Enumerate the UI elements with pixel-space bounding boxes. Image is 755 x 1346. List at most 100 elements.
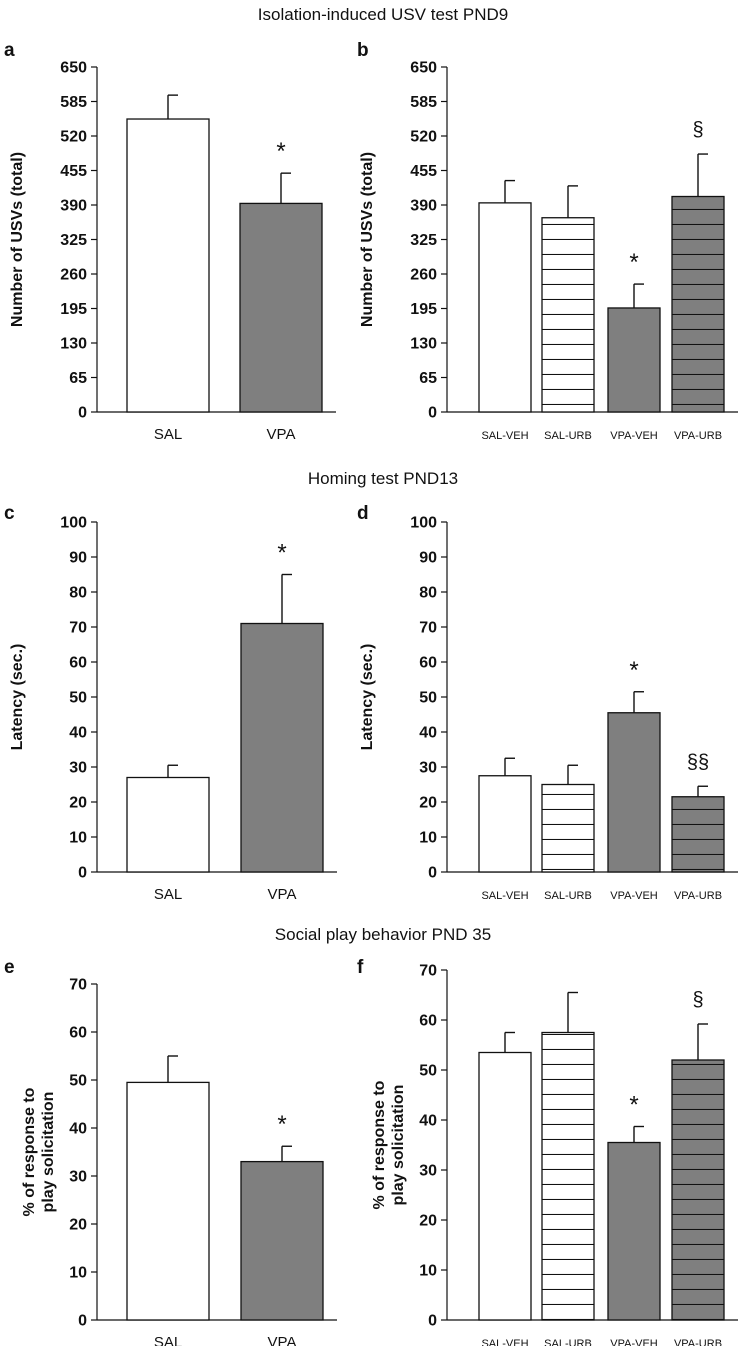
y-tick-label: 70: [419, 620, 437, 637]
y-axis-label-line: % of response to: [371, 1080, 388, 1209]
bar-sal-urb: [541, 1031, 595, 1321]
y-tick-label: 65: [69, 370, 87, 387]
bar-vpa-urb: [671, 1059, 725, 1321]
y-tick-label: 80: [419, 585, 437, 602]
y-tick-label: 40: [69, 725, 87, 742]
x-category-label: VPA-URB: [674, 1338, 722, 1346]
bar-vpa-urb: [671, 195, 725, 413]
y-tick-label: 455: [60, 163, 87, 180]
y-tick-label: 520: [60, 129, 87, 146]
significance-marker: §: [692, 989, 703, 1011]
y-tick-label: 260: [410, 267, 437, 284]
y-tick-label: 585: [60, 94, 87, 111]
y-tick-label: 40: [419, 725, 437, 742]
y-tick-label: 0: [78, 405, 87, 422]
y-tick-label: 40: [419, 1113, 437, 1130]
y-axis-label: % of response to play solicitation: [371, 1080, 407, 1209]
y-tick-label: 60: [69, 655, 87, 672]
y-axis-label: Number of USVs (total): [359, 152, 376, 327]
y-axis-label: Latency (sec.): [9, 644, 26, 751]
y-tick-label: 10: [419, 1263, 437, 1280]
y-tick-label: 30: [419, 760, 437, 777]
x-category-label: VPA: [267, 426, 296, 443]
y-tick-label: 100: [410, 515, 437, 532]
y-tick-label: 70: [419, 963, 437, 980]
y-tick-label: 60: [69, 1025, 87, 1042]
panel-letter-e: e: [4, 957, 15, 978]
x-category-label: SAL-URB: [544, 1338, 592, 1346]
bar-sal-urb: [541, 783, 595, 873]
y-tick-label: 390: [60, 198, 87, 215]
y-tick-label: 30: [69, 760, 87, 777]
y-tick-label: 20: [69, 795, 87, 812]
panel-letter-b: b: [357, 40, 369, 61]
panel-letter-a: a: [4, 40, 15, 61]
y-tick-label: 10: [419, 830, 437, 847]
x-category-label: SAL-URB: [544, 890, 592, 902]
y-tick-label: 195: [410, 301, 437, 318]
y-tick-label: 30: [69, 1169, 87, 1186]
x-category-label: SAL: [154, 426, 182, 443]
bar-sal-veh: [478, 775, 532, 873]
x-category-label: VPA-VEH: [610, 430, 658, 442]
x-category-label: VPA-VEH: [610, 1338, 658, 1346]
y-tick-label: 50: [69, 1073, 87, 1090]
bar-sal-veh: [478, 202, 532, 413]
y-axis-label-line: play solicitation: [390, 1085, 407, 1206]
bar-sal-urb: [541, 217, 595, 413]
bar-vpa: [239, 202, 323, 413]
y-axis-label-line: % of response to: [21, 1087, 38, 1216]
section-title-social-play: Social play behavior PND 35: [275, 925, 491, 944]
y-tick-label: 0: [428, 1313, 437, 1330]
y-tick-label: 260: [60, 267, 87, 284]
y-tick-label: 520: [410, 129, 437, 146]
y-tick-label: 40: [69, 1121, 87, 1138]
bar-vpa: [240, 622, 324, 873]
y-tick-label: 0: [78, 865, 87, 882]
section-title-homing: Homing test PND13: [308, 469, 458, 488]
y-tick-label: 30: [419, 1163, 437, 1180]
x-category-label: SAL-URB: [544, 430, 592, 442]
y-tick-label: 455: [410, 163, 437, 180]
x-category-label: VPA: [268, 1334, 297, 1346]
y-tick-label: 325: [60, 232, 87, 249]
bar-vpa-veh: [607, 712, 661, 873]
y-tick-label: 20: [69, 1217, 87, 1234]
y-tick-label: 70: [69, 977, 87, 994]
y-tick-label: 585: [410, 94, 437, 111]
y-tick-label: 70: [69, 620, 87, 637]
y-tick-label: 650: [60, 60, 87, 77]
y-tick-label: 50: [419, 1063, 437, 1080]
y-tick-label: 0: [428, 405, 437, 422]
y-tick-label: 130: [60, 336, 87, 353]
x-category-label: SAL-VEH: [481, 890, 528, 902]
significance-marker: *: [277, 540, 286, 567]
y-tick-label: 130: [410, 336, 437, 353]
panel-letter-d: d: [357, 503, 369, 524]
y-tick-label: 90: [419, 550, 437, 567]
y-tick-label: 10: [69, 1265, 87, 1282]
significance-marker: §: [692, 119, 703, 141]
y-tick-label: 390: [410, 198, 437, 215]
y-tick-label: 20: [419, 795, 437, 812]
section-title-usv: Isolation-induced USV test PND9: [258, 5, 508, 24]
bar-sal-veh: [478, 1051, 532, 1321]
x-category-label: VPA-VEH: [610, 890, 658, 902]
y-tick-label: 60: [419, 655, 437, 672]
bar-vpa-urb: [671, 796, 725, 873]
y-tick-label: 65: [419, 370, 437, 387]
chart-panel-d: 0 10 20 30 40 50 60 70 80 90 100 Latency (sec.) SAL-…: [359, 515, 738, 902]
chart-panel-b: 0 65 130 195 260 325 390 455 520 585 650 Number of …: [359, 60, 738, 442]
significance-marker: §§: [687, 751, 709, 773]
chart-panel-f: 0 10 20 30 40 50 60 70 % of response to play soli…: [371, 963, 738, 1346]
chart-panel-e: 0 10 20 30 40 50 60 70 % of response to play soli…: [21, 977, 337, 1346]
panel-letter-f: f: [357, 957, 364, 978]
bar-sal: [126, 776, 210, 873]
significance-marker: *: [276, 138, 285, 165]
significance-marker: *: [277, 1111, 286, 1138]
y-tick-label: 80: [69, 585, 87, 602]
y-axis-label: Latency (sec.): [359, 644, 376, 751]
significance-marker: *: [629, 1092, 638, 1119]
chart-panel-a: 0 65 130 195 260 325 390 455 520 585 650 Number of …: [9, 60, 336, 443]
